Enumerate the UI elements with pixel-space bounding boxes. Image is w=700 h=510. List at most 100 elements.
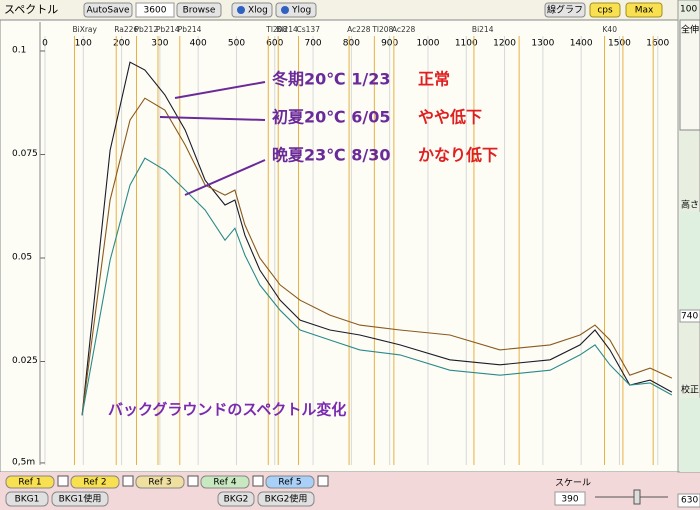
y-tick-label: 0.1 xyxy=(12,45,26,55)
annotation-text: 初夏20℃ 6/05 xyxy=(272,108,390,127)
toolbar xyxy=(0,0,700,20)
bkg-button[interactable] xyxy=(217,491,255,507)
scale-label: スケール xyxy=(555,478,591,489)
x-tick-label: 1400 xyxy=(570,39,593,49)
ref-checkbox[interactable] xyxy=(317,475,329,487)
ref-button[interactable] xyxy=(70,475,120,489)
graph-mode-label: 線グラフ xyxy=(547,4,583,16)
ref-label: Ref 4 xyxy=(213,478,236,488)
annotation-text: 晩夏23℃ 8/30 xyxy=(272,146,390,165)
isotope-label: Pb214 xyxy=(156,25,180,34)
ylog-icon xyxy=(281,6,289,14)
scale-field[interactable] xyxy=(554,491,586,506)
isotope-label: Pb214 xyxy=(178,25,202,34)
calib-value: 630 xyxy=(681,496,698,506)
ref-checkbox[interactable] xyxy=(57,475,69,487)
ref-checkbox[interactable] xyxy=(252,475,264,487)
ref-checkbox[interactable] xyxy=(122,475,134,487)
ref-button[interactable] xyxy=(200,475,250,489)
ref-button[interactable] xyxy=(5,475,55,489)
y-tick-label: 0,5m xyxy=(12,457,35,467)
bottom-controls: Ref 1 Ref 2 Ref 3 Ref 4 Ref 5 BKG1 BKG1使用 BKG2 B… xyxy=(5,475,329,507)
ref-label: Ref 1 xyxy=(18,478,41,488)
xlog-icon xyxy=(237,6,245,14)
series-line xyxy=(81,61,673,416)
ref-button[interactable] xyxy=(265,475,315,489)
xlog-label: Xlog xyxy=(248,6,268,16)
bkg-label: BKG1使用 xyxy=(59,493,102,505)
annotation-status: 正常 xyxy=(418,70,450,89)
annotation-leader xyxy=(184,159,266,196)
isotope-label: Pb212 xyxy=(135,25,159,34)
x-tick-label: 900 xyxy=(381,39,398,49)
ylog-label: Ylog xyxy=(291,6,311,16)
ref-checkbox[interactable] xyxy=(187,475,199,487)
scale-value: 390 xyxy=(561,495,578,505)
cps-label: cps xyxy=(597,6,613,16)
max-label: Max xyxy=(635,6,654,16)
side-calib: 校正 xyxy=(681,384,699,396)
isotope-label: Ac228 xyxy=(392,25,416,34)
bkg-button[interactable] xyxy=(51,491,109,507)
autosave-label: AutoSave xyxy=(87,6,130,16)
isotope-label: Cs137 xyxy=(297,25,321,34)
browse-button[interactable] xyxy=(176,2,222,18)
y-tick-label: 0.025 xyxy=(12,356,38,366)
annotation-leader xyxy=(159,116,266,121)
isotope-label: BiXray xyxy=(72,25,97,34)
isotope-label: K40 xyxy=(603,25,618,34)
x-tick-label: 100 xyxy=(75,39,92,49)
side-full: 全伸 xyxy=(681,24,699,36)
cps-button[interactable] xyxy=(589,2,621,18)
series-line xyxy=(81,97,673,416)
isotope-label: Ac228 xyxy=(347,25,371,34)
isotope-label: Bi214 xyxy=(276,25,298,34)
autosave-button[interactable] xyxy=(83,2,133,18)
annotation-text: 冬期20℃ 1/23 xyxy=(272,70,390,89)
x-tick-label: 0 xyxy=(42,39,48,49)
side-list xyxy=(679,19,700,131)
isotope-label: Tl208 xyxy=(371,25,393,34)
ref-label: Ref 3 xyxy=(148,478,171,488)
ref-label: Ref 5 xyxy=(278,478,301,488)
isotope-label: Ra226 xyxy=(114,25,138,34)
ref-label: Ref 2 xyxy=(83,478,106,488)
calib-field[interactable] xyxy=(677,493,700,508)
x-tick-label: 800 xyxy=(343,39,360,49)
height-value: 740 xyxy=(681,312,698,322)
x-tick-label: 600 xyxy=(266,39,283,49)
bkg-label: BKG2使用 xyxy=(265,493,308,505)
x-tick-label: 1200 xyxy=(493,39,516,49)
calib-slider[interactable] xyxy=(680,398,700,472)
x-tick-label: 1500 xyxy=(608,39,631,49)
time-value: 3600 xyxy=(144,6,167,16)
x-tick-label: 1300 xyxy=(531,39,554,49)
side-top-value: 100 xyxy=(680,5,697,15)
x-tick-label: 1600 xyxy=(646,39,669,49)
caption: バックグラウンドのスペクトル変化 xyxy=(108,401,346,419)
ref-button[interactable] xyxy=(135,475,185,489)
x-tick-label: 1100 xyxy=(455,39,478,49)
x-tick-label: 1000 xyxy=(417,39,440,49)
graph-mode-button[interactable] xyxy=(544,2,586,18)
max-button[interactable] xyxy=(625,2,663,18)
side-height: 高さ xyxy=(681,199,699,211)
x-tick-label: 200 xyxy=(113,39,130,49)
time-field[interactable] xyxy=(135,2,175,18)
bkg-label: BKG2 xyxy=(224,495,249,505)
annotation-status: かなり低下 xyxy=(418,146,498,165)
bkg-label: BKG1 xyxy=(15,495,40,505)
y-tick-label: 0.05 xyxy=(12,252,32,262)
window-title: スペクトル xyxy=(4,3,58,16)
height-field[interactable] xyxy=(679,309,700,323)
bkg-button[interactable] xyxy=(257,491,315,507)
browse-label: Browse xyxy=(183,6,216,16)
height-slider[interactable] xyxy=(680,212,700,310)
x-tick-label: 300 xyxy=(151,39,168,49)
annotation-leader xyxy=(174,81,266,99)
isotope-label: Tl208 xyxy=(265,25,287,34)
bkg-button[interactable] xyxy=(5,491,49,507)
chart: 0 100 200 300 400 500 600 700 800 900 1000 1100 1200… xyxy=(12,22,673,467)
scale-slider-thumb[interactable] xyxy=(633,489,641,505)
